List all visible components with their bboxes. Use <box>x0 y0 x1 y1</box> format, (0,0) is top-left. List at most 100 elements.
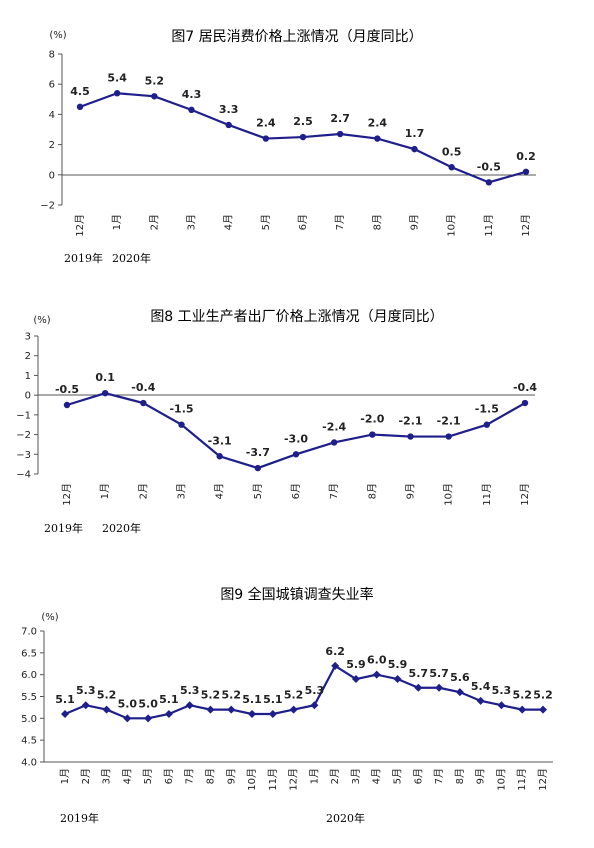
x-tick-label: 2月 <box>137 483 149 499</box>
data-label: -2.0 <box>360 413 384 426</box>
data-label: -3.7 <box>246 446 270 459</box>
year-label-2019: 2019年 <box>64 252 103 265</box>
data-label: 5.2 <box>512 689 532 702</box>
x-tick-label: 12月 <box>520 214 532 237</box>
x-tick-label: 10月 <box>443 483 455 506</box>
x-tick-label: 9月 <box>475 768 487 784</box>
data-point <box>369 431 376 438</box>
y-tick-label: 0 <box>49 170 55 181</box>
data-label: 5.6 <box>450 671 470 684</box>
data-point <box>227 705 236 714</box>
x-tick-label: 12月 <box>74 214 86 237</box>
data-label: 0.5 <box>442 145 462 158</box>
cpi-line-chart: (%) 8 6 4 2 0 −2 12月 1月 2月 3月 4月 5月 6月 7月 8月 9月 10月 11月 12月… <box>40 30 536 237</box>
x-tick-label: 11月 <box>481 483 493 506</box>
data-label: -2.1 <box>398 415 422 428</box>
data-label: 5.2 <box>145 74 165 87</box>
data-point <box>61 709 69 718</box>
y-tick-label: 6.0 <box>21 670 37 681</box>
data-point <box>522 168 530 175</box>
data-label: 5.2 <box>533 689 553 702</box>
data-label: -3.1 <box>208 434 232 447</box>
data-point <box>164 709 173 718</box>
data-point <box>310 701 319 710</box>
data-label: 2.7 <box>330 112 350 125</box>
x-tick-label: 7月 <box>433 768 445 784</box>
data-label: 5.1 <box>263 693 283 706</box>
x-tick-label: 7月 <box>184 768 196 784</box>
x-tick-label: 8月 <box>454 768 466 784</box>
x-tick-label: 3月 <box>186 214 198 230</box>
x-tick-label: 6月 <box>290 483 302 499</box>
data-label: 6.2 <box>325 645 345 658</box>
x-tick-label: 9月 <box>225 768 237 784</box>
x-tick-label: 12月 <box>288 768 300 791</box>
x-tick-label: 3月 <box>101 768 113 784</box>
x-tick-label: 4月 <box>223 214 235 230</box>
y-tick-label: 2 <box>25 351 31 362</box>
data-label: 0.2 <box>516 150 536 163</box>
x-tick-label: 8月 <box>204 768 216 784</box>
data-point <box>445 433 452 440</box>
data-point <box>113 90 121 97</box>
data-point <box>292 451 300 458</box>
data-point <box>485 179 493 186</box>
x-tick-label: 1月 <box>59 768 71 784</box>
data-label: 5.2 <box>97 689 117 702</box>
data-label: 5.0 <box>118 697 138 710</box>
ppi-chart-panel: 图8 工业生产者出厂价格上涨情况（月度同比） (%) 3 2 1 0 −1 −2 −3 −4 12… <box>0 290 594 550</box>
data-label: -2.1 <box>437 415 461 428</box>
x-tick-label: 11月 <box>516 768 528 791</box>
data-label: 5.9 <box>388 658 408 671</box>
data-label: 5.7 <box>409 667 429 680</box>
data-point <box>102 705 111 714</box>
data-point <box>497 701 506 710</box>
data-point <box>435 683 444 692</box>
x-tick-label: 7月 <box>334 214 346 230</box>
x-tick-label: 12月 <box>61 483 73 506</box>
x-tick-label: 6月 <box>163 768 175 784</box>
data-point <box>448 164 455 171</box>
x-tick-label: 2月 <box>329 768 341 784</box>
data-label: 5.3 <box>492 684 512 697</box>
data-label: -1.5 <box>475 403 499 416</box>
data-point <box>374 135 381 142</box>
data-label: 5.0 <box>138 697 158 710</box>
data-point <box>539 705 547 714</box>
data-point <box>216 453 223 460</box>
y-tick-label: 1 <box>25 371 31 382</box>
data-label: 0.1 <box>95 371 115 384</box>
chart-title: 图9 全国城镇调查失业率 <box>220 587 374 603</box>
x-tick-label: 10月 <box>246 768 258 791</box>
data-point <box>455 688 464 697</box>
x-tick-label: 2月 <box>148 214 160 230</box>
y-tick-label: 2 <box>49 140 55 151</box>
y-axis-unit: (%) <box>41 612 58 623</box>
data-label: -3.0 <box>284 432 308 445</box>
data-label: 5.3 <box>305 684 325 697</box>
year-label-2020: 2020年 <box>112 252 151 265</box>
data-point <box>351 675 360 684</box>
y-tick-label: 7.0 <box>21 627 37 638</box>
data-point <box>414 683 423 692</box>
chart-title: 图7 居民消费价格上涨情况（月度同比） <box>171 29 423 45</box>
data-label: 5.1 <box>159 693 179 706</box>
data-point <box>188 106 195 114</box>
x-tick-label: 2月 <box>80 768 92 784</box>
data-label: 5.3 <box>180 684 200 697</box>
x-tick-label: 5月 <box>392 768 404 784</box>
unemployment-chart-panel: 图9 全国城镇调查失业率 (%) 7.0 6.5 6.0 5.5 5.0 4.5 4.0 1月 2… <box>0 580 594 848</box>
x-tick-label: 11月 <box>267 768 279 791</box>
x-tick-label: 12月 <box>537 768 549 791</box>
ppi-line-chart: (%)3 2 1 0 −1 −2 −3 −4 12月 1月 2月 3月 4月 5月 6月 7月 8月 9月 10月 1… <box>16 315 537 506</box>
data-point <box>299 133 307 141</box>
x-tick-label: 1月 <box>111 214 123 230</box>
data-label: 5.4 <box>471 680 491 693</box>
y-tick-label: 8 <box>49 50 55 61</box>
y-tick-label: 5.5 <box>21 692 37 703</box>
data-label: 5.1 <box>242 693 262 706</box>
x-tick-label: 7月 <box>328 483 340 499</box>
x-tick-label: 12月 <box>519 483 531 506</box>
data-label: 2.5 <box>293 115 313 128</box>
data-point <box>518 705 527 714</box>
